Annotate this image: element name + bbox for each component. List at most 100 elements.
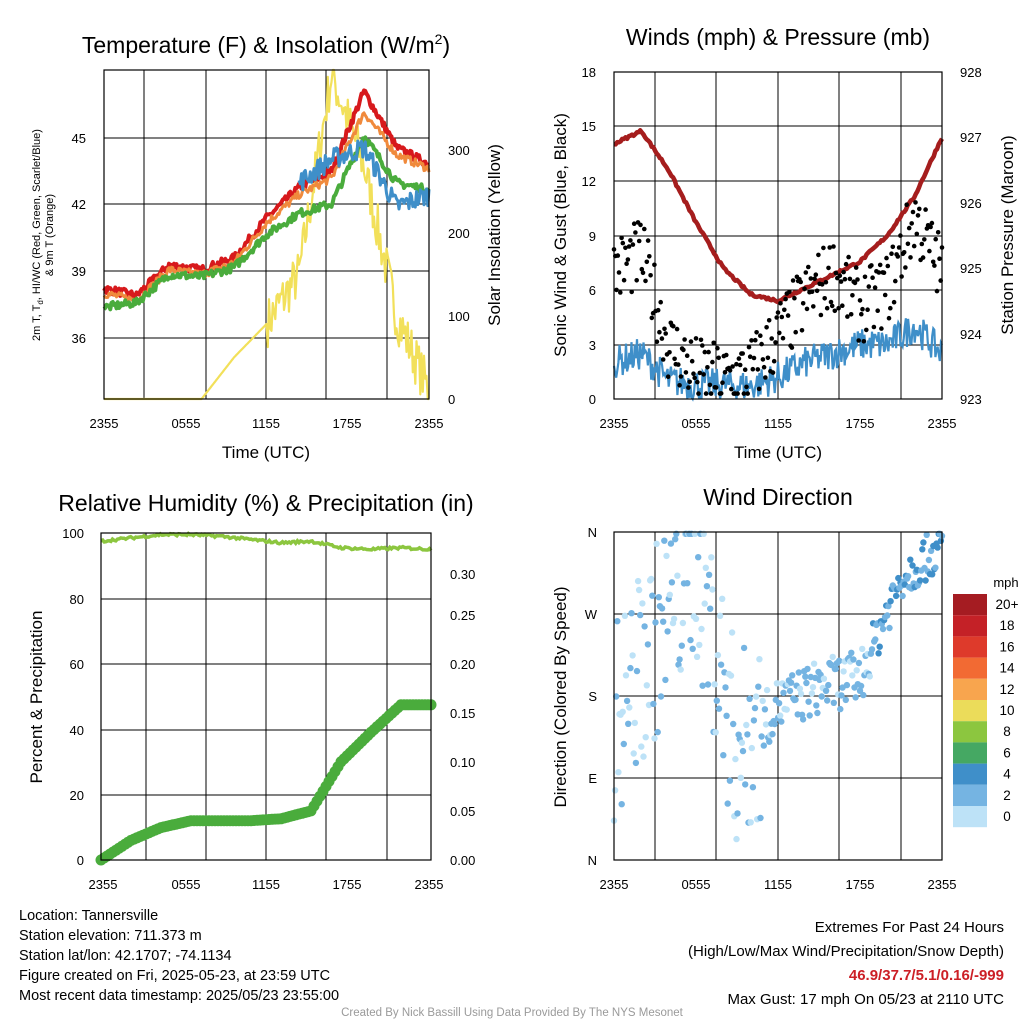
direction-point xyxy=(808,690,816,697)
gust-point xyxy=(857,298,863,303)
gust-point xyxy=(775,310,781,315)
gust-point xyxy=(658,299,663,305)
gust-point xyxy=(804,306,810,312)
direction-point xyxy=(676,656,683,663)
direction-point xyxy=(675,661,682,668)
gust-point xyxy=(816,252,821,258)
direction-point xyxy=(695,554,702,561)
gust-point xyxy=(626,244,632,249)
gust-point xyxy=(765,355,771,361)
extremes-box: Extremes For Past 24 Hours (High/Low/Max… xyxy=(688,916,1004,1012)
direction-point xyxy=(818,693,825,700)
gust-point xyxy=(697,370,703,376)
direction-point xyxy=(923,531,930,538)
gust-point xyxy=(875,308,880,314)
gust-point xyxy=(639,266,645,272)
gust-point xyxy=(634,278,639,283)
direction-point xyxy=(637,611,644,619)
gust-point xyxy=(842,276,848,282)
humidity-title: Relative Humidity (%) & Precipitation (i… xyxy=(58,490,473,516)
gust-point xyxy=(729,386,734,392)
wind-xtick: 2355 xyxy=(600,416,629,431)
direction-point xyxy=(670,615,678,623)
colorbar-swatch xyxy=(953,615,987,637)
direction-point xyxy=(679,619,687,627)
gust-point xyxy=(756,386,762,392)
gust-point xyxy=(793,329,798,335)
gust-point xyxy=(802,286,807,292)
direction-point xyxy=(620,740,627,748)
gust-point xyxy=(686,385,691,390)
gust-point xyxy=(886,315,892,321)
wind-xtick: 2355 xyxy=(928,416,957,431)
wind-xtick: 0555 xyxy=(682,416,711,431)
gust-point xyxy=(698,337,704,343)
gust-point xyxy=(806,264,811,270)
gust-point xyxy=(831,244,836,249)
direction-point xyxy=(749,784,757,791)
direction-point xyxy=(766,738,773,745)
direction-point xyxy=(655,594,662,601)
direction-point xyxy=(757,814,764,822)
gust-point xyxy=(904,202,909,207)
pressure-line xyxy=(613,128,944,305)
direction-point xyxy=(726,777,734,784)
direction-point xyxy=(643,682,650,689)
speed-colorbar: mph 20+ 18 16 14 12 10 8 6 4 2 0 xyxy=(953,575,1019,828)
wind-ytick: 0 xyxy=(589,392,596,407)
direction-point xyxy=(611,787,619,794)
gust-point xyxy=(689,358,695,364)
gust-point xyxy=(771,358,777,364)
direction-point xyxy=(744,731,751,738)
direction-point xyxy=(660,618,667,625)
direction-point xyxy=(639,600,646,607)
solar-ytick: 100 xyxy=(448,309,470,324)
gust-point xyxy=(633,230,638,235)
gust-point xyxy=(648,273,653,278)
gust-point xyxy=(865,307,870,313)
gust-point xyxy=(708,391,714,396)
direction-point xyxy=(922,577,929,584)
humidity-panel: Relative Humidity (%) & Precipitation (i… xyxy=(27,490,475,892)
gust-point xyxy=(749,338,754,343)
gust-point xyxy=(672,356,677,362)
gust-point xyxy=(663,331,668,336)
direction-point xyxy=(907,556,914,563)
gust-point xyxy=(683,370,689,375)
direction-point xyxy=(859,645,866,653)
direction-point xyxy=(713,697,720,704)
direction-point xyxy=(760,742,767,749)
colorbar-swatch xyxy=(953,721,987,743)
gust-point xyxy=(701,372,706,377)
gust-point xyxy=(906,225,912,231)
dir-ytick: W xyxy=(585,607,598,622)
gust-point xyxy=(935,230,941,235)
direction-point xyxy=(708,554,715,561)
gust-point xyxy=(734,361,739,367)
direction-point xyxy=(704,681,712,688)
precip-ytick: 0.25 xyxy=(450,608,475,623)
dir-ytick: N xyxy=(588,853,597,868)
direction-point xyxy=(638,743,645,750)
gust-point xyxy=(671,323,676,329)
gust-point xyxy=(736,356,742,361)
colorbar-label: 18 xyxy=(999,618,1014,633)
direction-point xyxy=(799,716,807,723)
colorbar-label: 8 xyxy=(1003,724,1011,739)
colorbar-swatch xyxy=(953,784,987,806)
direction-title: Wind Direction xyxy=(703,484,853,510)
gust-point xyxy=(643,278,648,284)
gust-point xyxy=(677,383,682,388)
direction-point xyxy=(860,691,867,699)
direction-point xyxy=(927,547,935,554)
gust-point xyxy=(814,288,820,294)
direction-point xyxy=(709,586,716,593)
rh-ytick: 0 xyxy=(77,853,84,868)
direction-point xyxy=(654,728,661,736)
direction-point xyxy=(722,684,729,691)
direction-point xyxy=(747,819,754,826)
precip-ytick: 0.00 xyxy=(450,853,475,868)
gust-point xyxy=(741,391,747,396)
solar-ytick: 200 xyxy=(448,226,470,241)
